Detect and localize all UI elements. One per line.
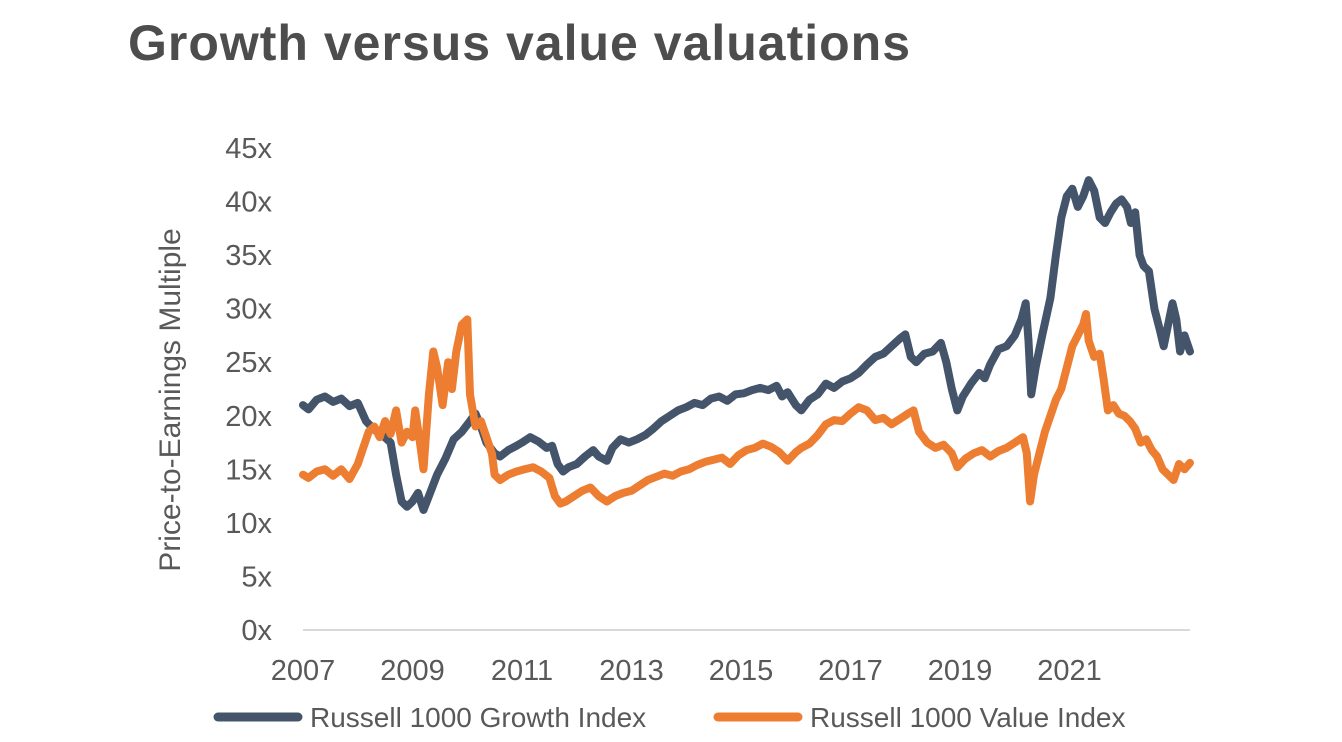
y-tick-label: 30x <box>225 294 272 326</box>
y-axis-title: Price-to-Earnings Multiple <box>154 228 187 571</box>
y-tick-label: 20x <box>225 401 272 433</box>
y-tick-label: 0x <box>241 615 272 647</box>
x-tick-label: 2011 <box>491 655 553 687</box>
y-tick-label: 5x <box>241 561 272 593</box>
y-axis-tick-labels: 0x 5x 10x 15x 20x 25x 30x 35x 40x 45x <box>225 133 272 647</box>
x-tick-label: 2017 <box>818 655 883 687</box>
x-tick-label: 2007 <box>271 655 336 687</box>
x-tick-label: 2021 <box>1037 655 1102 687</box>
legend: Russell 1000 Growth Index Russell 1000 Va… <box>213 702 1125 733</box>
y-tick-label: 25x <box>225 347 272 379</box>
legend-label-value: Russell 1000 Value Index <box>810 702 1125 733</box>
y-tick-label: 15x <box>225 454 272 486</box>
x-tick-label: 2019 <box>928 655 993 687</box>
x-axis-tick-labels: 2007 2009 2011 2013 2015 2017 2019 2021 <box>271 655 1102 687</box>
y-tick-label: 40x <box>225 187 272 219</box>
chart-title: Growth versus value valuations <box>128 15 912 71</box>
y-tick-label: 10x <box>225 508 272 540</box>
x-tick-label: 2013 <box>599 655 664 687</box>
series-line-value <box>299 310 1194 508</box>
x-tick-label: 2015 <box>709 655 774 687</box>
legend-label-growth: Russell 1000 Growth Index <box>310 702 646 733</box>
x-tick-label: 2009 <box>380 655 445 687</box>
series-lines <box>299 176 1194 514</box>
y-tick-label: 45x <box>225 133 272 165</box>
series-line-growth <box>299 176 1194 514</box>
y-tick-label: 35x <box>225 240 272 272</box>
